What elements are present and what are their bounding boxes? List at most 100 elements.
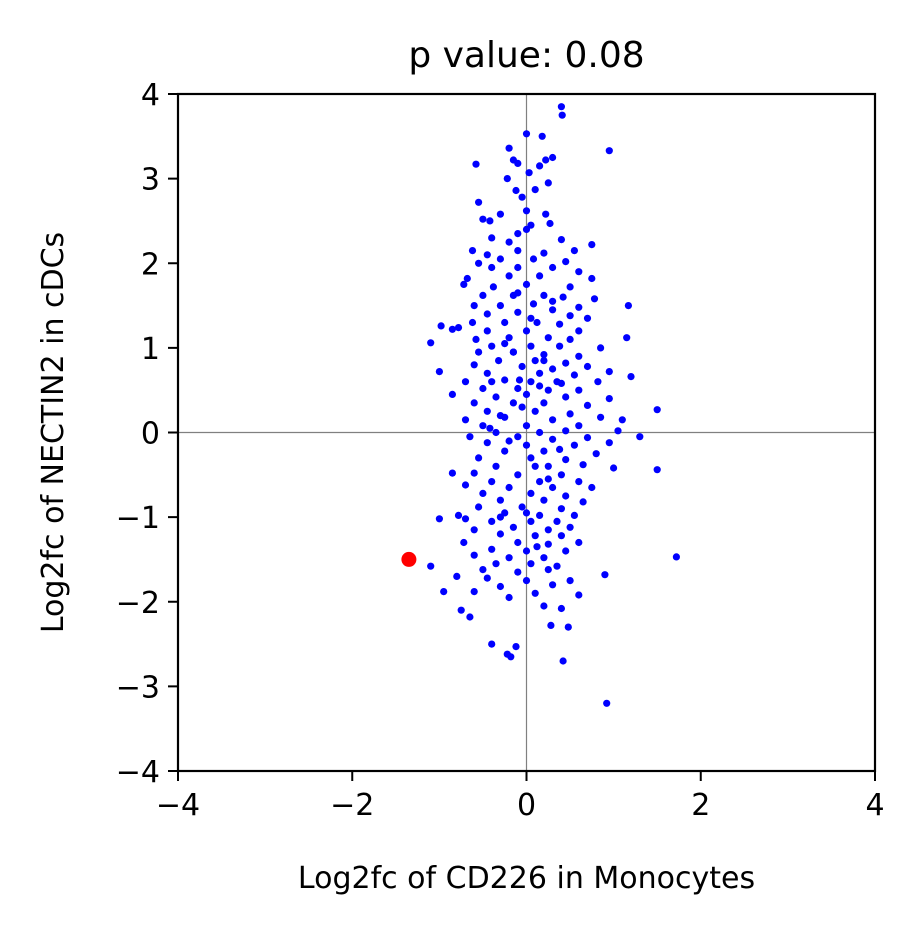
data-point bbox=[468, 247, 477, 255]
data-point bbox=[558, 111, 566, 119]
data-point bbox=[466, 613, 474, 621]
data-point bbox=[562, 456, 570, 464]
data-point bbox=[562, 393, 570, 401]
data-point bbox=[605, 147, 613, 155]
data-point bbox=[527, 560, 535, 568]
y-tick-label: 2 bbox=[141, 247, 160, 282]
data-point bbox=[529, 300, 538, 308]
data-point bbox=[483, 310, 491, 318]
data-point bbox=[483, 407, 491, 415]
data-point bbox=[509, 523, 517, 531]
data-point bbox=[522, 390, 531, 398]
reference-lines bbox=[178, 94, 875, 771]
data-point bbox=[496, 210, 504, 218]
data-point bbox=[468, 318, 477, 327]
data-point bbox=[536, 478, 544, 486]
data-point bbox=[512, 643, 520, 651]
data-point bbox=[522, 327, 531, 335]
data-point bbox=[570, 371, 579, 379]
data-point bbox=[544, 566, 552, 574]
data-point bbox=[496, 412, 504, 420]
data-point bbox=[514, 289, 522, 297]
data-point bbox=[503, 175, 511, 183]
data-point bbox=[505, 144, 513, 152]
data-point bbox=[610, 464, 618, 472]
data-point bbox=[557, 471, 566, 479]
data-point bbox=[549, 153, 557, 162]
data-point bbox=[527, 454, 535, 462]
data-point bbox=[536, 382, 544, 390]
data-point bbox=[475, 503, 483, 511]
data-point bbox=[540, 554, 548, 562]
data-point bbox=[514, 471, 522, 479]
data-point bbox=[522, 422, 531, 430]
highlighted-data-point bbox=[401, 551, 417, 567]
data-point bbox=[575, 352, 583, 360]
data-point bbox=[483, 574, 491, 582]
x-tick-label: 0 bbox=[517, 788, 536, 823]
data-point bbox=[544, 179, 552, 187]
data-point bbox=[544, 462, 552, 470]
data-point bbox=[566, 523, 574, 531]
data-point bbox=[547, 621, 555, 630]
data-point bbox=[492, 560, 500, 568]
data-point bbox=[495, 357, 503, 365]
data-point bbox=[454, 511, 463, 519]
data-point bbox=[618, 416, 626, 424]
data-point bbox=[475, 454, 483, 462]
data-point bbox=[489, 283, 497, 291]
data-point bbox=[570, 247, 579, 255]
data-point bbox=[544, 540, 552, 548]
data-point bbox=[460, 280, 468, 288]
data-point bbox=[588, 241, 596, 249]
data-point bbox=[544, 526, 552, 534]
data-point bbox=[566, 335, 574, 343]
data-point bbox=[557, 103, 566, 111]
data-point bbox=[472, 335, 480, 343]
data-point bbox=[518, 503, 526, 511]
data-point bbox=[440, 588, 448, 596]
data-point bbox=[540, 351, 548, 359]
data-point bbox=[533, 318, 541, 327]
data-point bbox=[557, 532, 566, 540]
data-point bbox=[605, 368, 613, 376]
data-point bbox=[454, 324, 463, 332]
data-point bbox=[488, 342, 496, 350]
data-point bbox=[575, 591, 583, 599]
data-point bbox=[461, 515, 470, 523]
data-point bbox=[544, 386, 552, 394]
data-point bbox=[486, 217, 494, 225]
data-point bbox=[496, 582, 504, 591]
data-points bbox=[401, 103, 681, 707]
x-tick-label: −2 bbox=[330, 788, 374, 823]
data-point bbox=[470, 551, 478, 559]
data-point bbox=[522, 225, 531, 233]
data-point bbox=[549, 306, 557, 314]
data-point bbox=[479, 489, 487, 497]
data-point bbox=[549, 365, 557, 373]
data-point bbox=[559, 293, 567, 301]
data-point bbox=[570, 441, 579, 449]
data-point bbox=[542, 210, 550, 218]
data-point bbox=[538, 132, 546, 140]
data-point bbox=[588, 274, 596, 283]
data-point bbox=[527, 314, 535, 322]
data-point bbox=[522, 547, 531, 555]
data-point bbox=[448, 390, 456, 398]
x-tick-label: 2 bbox=[691, 788, 710, 823]
data-point bbox=[505, 238, 513, 246]
data-point bbox=[575, 303, 583, 311]
data-point bbox=[479, 422, 487, 430]
data-point bbox=[603, 699, 611, 707]
data-point bbox=[536, 272, 544, 280]
data-point bbox=[531, 532, 539, 540]
data-point bbox=[470, 361, 478, 369]
data-point bbox=[605, 439, 613, 447]
data-point bbox=[457, 606, 465, 614]
data-point bbox=[575, 327, 583, 335]
data-point bbox=[556, 445, 564, 453]
data-point bbox=[470, 399, 478, 407]
data-point bbox=[496, 302, 504, 310]
data-point bbox=[461, 378, 470, 386]
